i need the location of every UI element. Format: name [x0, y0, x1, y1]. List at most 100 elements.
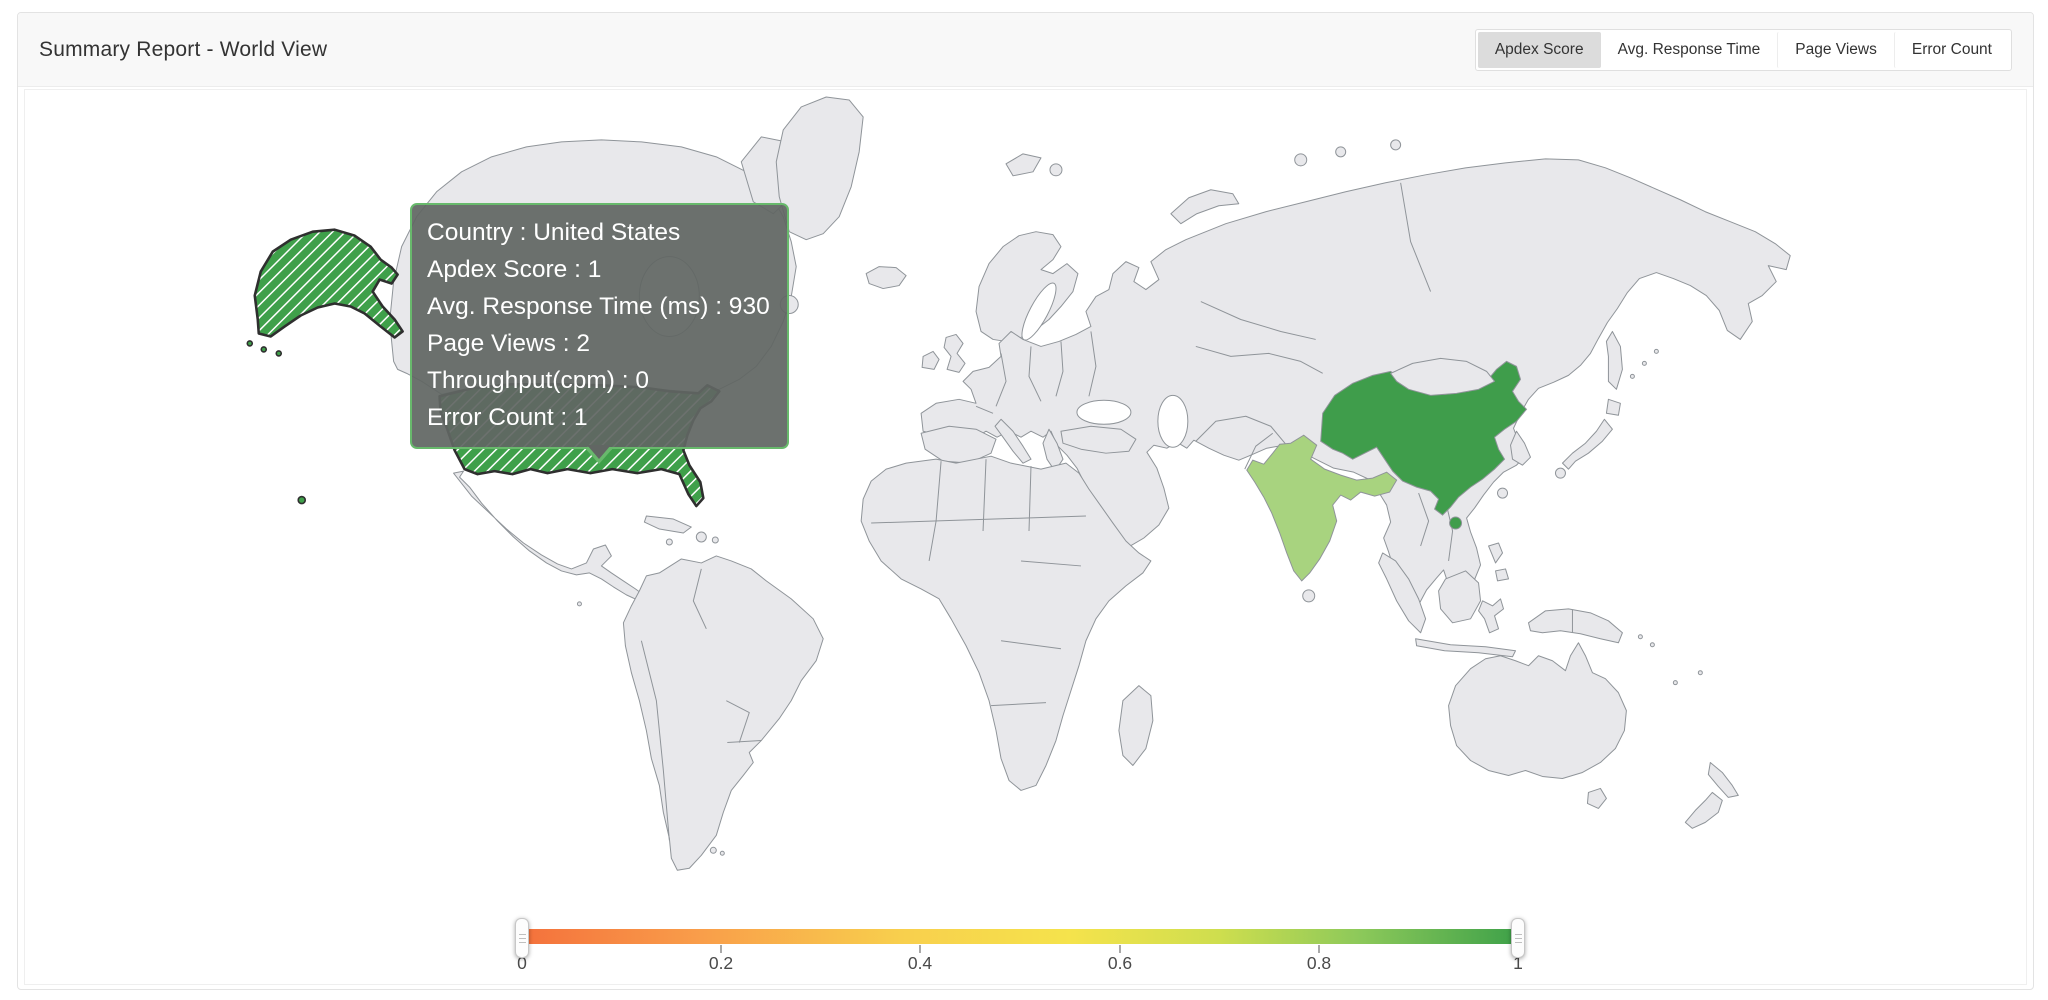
- legend-max-handle[interactable]: [1511, 918, 1525, 958]
- black-sea: [1076, 399, 1132, 425]
- landmass-japan-kyushu[interactable]: [1554, 467, 1566, 479]
- legend-label-1: 1: [1513, 953, 1523, 973]
- landmass-greenland[interactable]: [775, 96, 864, 241]
- country-united-states-hawaii[interactable]: [297, 495, 307, 505]
- legend-min-handle[interactable]: [515, 918, 529, 958]
- world-map: [246, 96, 1791, 871]
- landmass-korea[interactable]: [1510, 430, 1531, 466]
- landmass-taiwan[interactable]: [1497, 487, 1509, 499]
- border-europe-2: [1028, 346, 1042, 402]
- landmass-jamaica[interactable]: [665, 538, 673, 546]
- landmass-madagascar[interactable]: [1118, 685, 1154, 766]
- landmass-italy[interactable]: [994, 418, 1032, 464]
- border-russia-siberia: [1400, 182, 1432, 292]
- border-laos-vietnam: [1445, 500, 1454, 562]
- legend-tick-04: [919, 945, 921, 953]
- landmass-philippines-luzon[interactable]: [1488, 542, 1504, 564]
- landmass-great-britain[interactable]: [943, 333, 966, 373]
- border-myanmar-thailand: [1418, 492, 1430, 547]
- caspian-sea: [1157, 394, 1189, 448]
- page-title: Summary Report - World View: [39, 37, 328, 61]
- landmass-kuril-1: [1629, 373, 1635, 379]
- landmass-sulawesi[interactable]: [1478, 598, 1505, 634]
- landmass-arctic-island-3: [1390, 139, 1402, 151]
- landmass-solomon-2: [1649, 642, 1655, 648]
- landmass-mongolia[interactable]: [1390, 357, 1496, 396]
- landmass-java[interactable]: [1415, 638, 1517, 658]
- border-africa-4: [871, 515, 1086, 524]
- legend-label-06: 0.6: [1107, 953, 1133, 973]
- landmass-japan-hokkaido[interactable]: [1605, 398, 1621, 416]
- map-canvas: Country : United States Apdex Score : 1 …: [24, 89, 2027, 985]
- landmass-solomon-1: [1637, 634, 1643, 640]
- landmass-puerto-rico[interactable]: [711, 536, 719, 544]
- tooltip-arrow-fill: [587, 445, 612, 459]
- country-united-states-alaska[interactable]: [253, 228, 404, 339]
- border-south-america-1: [692, 568, 707, 630]
- landmass-turkey[interactable]: [1060, 425, 1137, 454]
- landmass-svalbard-2: [1049, 163, 1063, 177]
- country-china-hainan[interactable]: [1449, 516, 1463, 530]
- landmass-svalbard: [1005, 153, 1042, 177]
- tooltip-page-views: Page Views : 2: [427, 330, 590, 357]
- landmass-novaya-zemlya: [1170, 189, 1240, 225]
- landmass-falklands-2: [719, 850, 725, 856]
- border-europe-3: [1055, 341, 1064, 397]
- landmass-new-guinea[interactable]: [1527, 608, 1623, 644]
- landmass-australia[interactable]: [1448, 642, 1627, 779]
- baltic-sea: [1021, 282, 1057, 341]
- tooltip-apdex-score: Apdex Score : 1: [427, 256, 602, 283]
- tab-apdex-score[interactable]: Apdex Score: [1477, 31, 1601, 68]
- metric-tab-group: Apdex Score Avg. Response Time Page View…: [1474, 28, 2012, 71]
- landmass-new-zealand-south[interactable]: [1684, 791, 1723, 829]
- tooltip-throughput: Throughput(cpm) : 0: [427, 367, 649, 394]
- legend-tick-02: [720, 945, 722, 953]
- landmass-borneo[interactable]: [1438, 570, 1482, 624]
- landmass-iberia[interactable]: [920, 425, 997, 464]
- border-south-america-4: [727, 740, 762, 744]
- legend-label-08: 0.8: [1306, 953, 1332, 973]
- tooltip-error-count: Error Count : 1: [427, 404, 588, 431]
- landmass-japan-honshu[interactable]: [1561, 418, 1613, 470]
- landmass-cuba[interactable]: [643, 515, 692, 534]
- legend-tick-08: [1318, 945, 1320, 953]
- landmass-philippines-mindanao[interactable]: [1495, 568, 1510, 582]
- border-africa-3: [1028, 466, 1032, 532]
- map-tooltip: Country : United States Apdex Score : 1 …: [410, 203, 789, 464]
- border-central-asia: [1200, 301, 1316, 340]
- landmass-ireland[interactable]: [921, 350, 940, 370]
- border-africa-6: [1000, 640, 1062, 650]
- landmass-tasmania[interactable]: [1586, 787, 1607, 809]
- border-africa-5: [1020, 560, 1081, 567]
- legend-label-02: 0.2: [708, 953, 734, 973]
- tab-error-count[interactable]: Error Count: [1893, 31, 2009, 68]
- landmass-new-zealand-north[interactable]: [1707, 761, 1739, 798]
- tab-page-views[interactable]: Page Views: [1777, 31, 1894, 68]
- country-united-states-aleutian-2: [260, 346, 268, 353]
- legend-label-04: 0.4: [907, 953, 933, 973]
- landmass-hispaniola[interactable]: [695, 531, 707, 543]
- landmass-sumatra[interactable]: [1378, 552, 1427, 634]
- landmass-sri-lanka[interactable]: [1302, 589, 1316, 603]
- country-india[interactable]: [1246, 434, 1398, 582]
- country-united-states-aleutian-1: [246, 340, 254, 347]
- border-kazakhstan: [1195, 345, 1323, 374]
- landmass-central-america[interactable]: [453, 470, 654, 610]
- border-pakistan: [1244, 432, 1274, 470]
- landmass-iceland[interactable]: [865, 266, 907, 290]
- landmass-galapagos: [576, 601, 582, 607]
- border-south-america-2: [640, 640, 670, 841]
- landmass-vanuatu: [1672, 680, 1678, 686]
- country-united-states-aleutian-3: [275, 350, 283, 357]
- legend-label-0: 0: [517, 953, 527, 973]
- border-europe-1: [995, 353, 1007, 407]
- landmass-africa[interactable]: [860, 455, 1152, 791]
- landmass-south-america[interactable]: [622, 555, 824, 871]
- tooltip-avg-response-time: Avg. Response Time (ms) : 930: [427, 293, 770, 320]
- border-europe-5: [975, 405, 994, 414]
- legend-tick-06: [1119, 945, 1121, 953]
- border-iran: [1195, 415, 1287, 445]
- tab-avg-response-time[interactable]: Avg. Response Time: [1617, 40, 1761, 58]
- landmass-kuril-2: [1641, 360, 1647, 366]
